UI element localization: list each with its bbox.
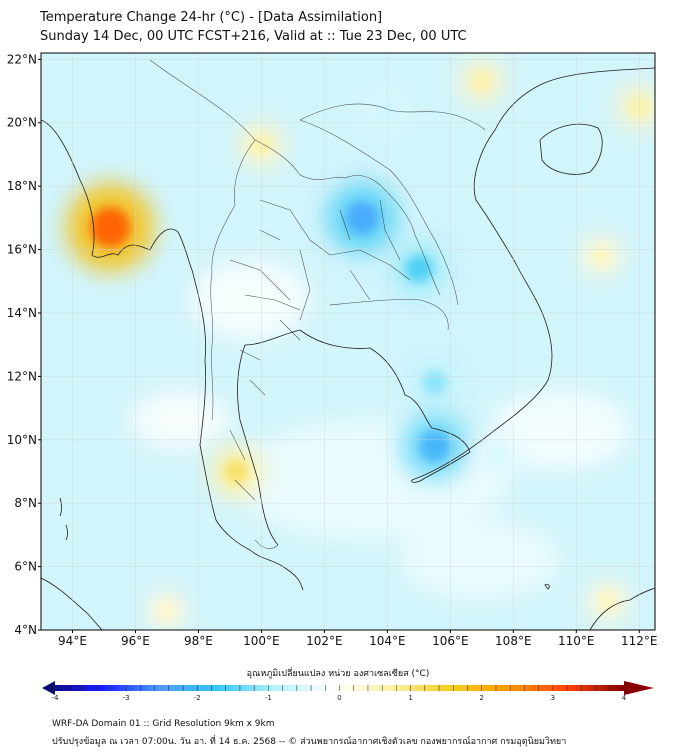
lon-label: 112°E <box>621 634 658 648</box>
anomaly-core-warm-myanmar-coast <box>90 207 131 248</box>
colorbar-min-arrow <box>42 681 55 695</box>
colorbar-tick-label: 3 <box>551 694 555 702</box>
coastline-borneo <box>589 587 655 630</box>
colorbar-tick-label: -2 <box>194 694 201 702</box>
coastline-hainan <box>539 123 603 175</box>
island-andaman <box>59 497 68 541</box>
lon-label: 108°E <box>495 634 532 648</box>
anomaly-core-warm-central-vietnam <box>591 246 612 266</box>
lat-label: 16°N <box>7 243 37 257</box>
chart-title: Temperature Change 24-hr (°C) - [Data As… <box>40 10 383 25</box>
anomaly-core-layer <box>90 71 650 621</box>
border-china <box>149 59 486 141</box>
lat-label: 10°N <box>7 433 37 447</box>
lon-label: 96°E <box>121 634 150 648</box>
map-frame <box>40 52 656 631</box>
lat-label: 8°N <box>14 496 37 510</box>
anomaly-core-cold-northeast-thailand <box>345 201 379 235</box>
lon-label: 98°E <box>184 634 213 648</box>
colorbar-tick-label: 1 <box>408 694 412 702</box>
colorbar-tick-label: 0 <box>337 694 341 702</box>
lon-label: 104°E <box>369 634 406 648</box>
anomaly-core-cold-east-thailand <box>405 255 433 283</box>
border-laos <box>254 139 441 296</box>
lat-label: 22°N <box>7 52 37 66</box>
footer-model-info: WRF-DA Domain 01 :: Grid Resolution 9km … <box>52 719 275 729</box>
coastline-vietnam <box>411 67 655 481</box>
colorbar-tick-label: -1 <box>265 694 272 702</box>
colorbar-max-arrow <box>624 681 654 695</box>
internal-boundaries <box>229 199 411 501</box>
border-vietnam-laos <box>299 119 459 306</box>
lon-label: 100°E <box>243 634 280 648</box>
coastline-peninsula-west <box>191 269 251 551</box>
anomaly-core-warm-southeast-sea <box>598 591 618 612</box>
coastlines <box>41 67 655 630</box>
lon-label: 102°E <box>306 634 343 648</box>
lat-label: 18°N <box>7 179 37 193</box>
coastline-peninsula-east <box>237 329 304 591</box>
coastline-myanmar <box>41 119 193 271</box>
coastline-sumatra <box>41 577 103 630</box>
lat-label: 4°N <box>14 623 37 637</box>
anomaly-core-cold-cambodia <box>422 370 447 395</box>
anomaly-core-warm-gulf-tonkin <box>471 71 493 93</box>
lon-label: 106°E <box>432 634 469 648</box>
border-cambodia <box>329 299 449 331</box>
lat-label: 14°N <box>7 306 37 320</box>
lon-label: 94°E <box>58 634 87 648</box>
colorbar-tick-label: -4 <box>52 694 60 702</box>
lat-label: 6°N <box>14 560 37 574</box>
longitude-labels: 94°E 96°E 98°E 100°E 102°E 104°E 106°E 108°E 110… <box>58 630 658 648</box>
colorbar-tick-label: 2 <box>480 694 484 702</box>
footer-credit: ปรับปรุงข้อมูล ณ เวลา 07:00น. วัน อา. ที… <box>52 737 567 747</box>
colorbar-tick-label: 4 <box>622 694 627 702</box>
lat-label: 12°N <box>7 369 37 383</box>
country-borders <box>149 59 486 549</box>
colorbar-label: อุณหภูมิเปลี่ยนแปลง หน่วย องศาเซลเซียส (… <box>246 669 430 679</box>
latitude-labels: 22°N 20°N 18°N 16°N 14°N 12°N 10°N 8°N 6°N 4°N <box>7 52 41 637</box>
border-myanmar-thailand <box>210 139 256 421</box>
anomaly-core-cold-south-sea <box>488 446 507 465</box>
border-malaysia <box>254 539 279 549</box>
graticule <box>41 53 655 630</box>
coastline-gulf-thailand <box>299 329 471 483</box>
lat-label: 20°N <box>7 116 37 130</box>
island-natuna <box>544 583 550 590</box>
colorbar-ticks: -4 -3 -2 -1 0 1 2 3 4 <box>52 694 627 702</box>
colorbar-minor-ticks <box>54 685 625 691</box>
colorbar-tick-label: -3 <box>123 694 130 702</box>
anomaly-core-warm-andaman <box>157 601 177 621</box>
colorbar-fill <box>43 685 624 691</box>
chart-subtitle: Sunday 14 Dec, 00 UTC FCST+216, Valid at… <box>40 29 467 44</box>
map-background <box>41 53 655 630</box>
colorbar: -4 -3 -2 -1 0 1 2 3 4 <box>42 681 654 702</box>
anomaly-core-warm-south-thailand <box>224 459 249 484</box>
lon-label: 110°E <box>558 634 595 648</box>
anomaly-core-cold-mekong-delta <box>419 430 451 462</box>
